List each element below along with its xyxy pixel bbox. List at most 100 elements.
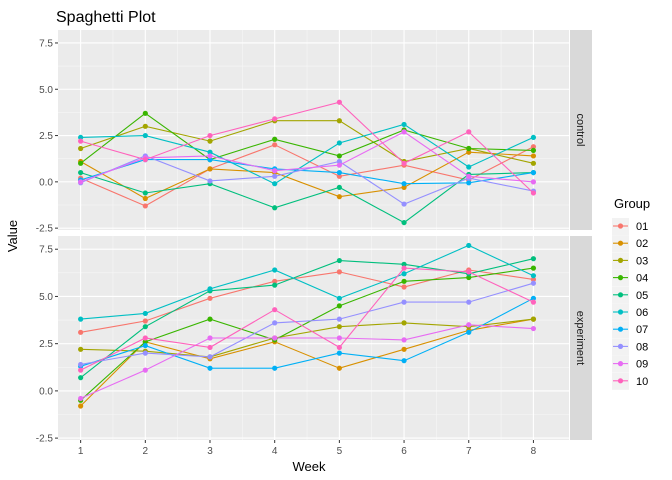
data-point-06 [401,271,407,277]
data-point-01 [207,295,213,301]
x-tick-label: 5 [337,446,343,457]
data-point-01 [530,276,537,283]
data-point-09 [78,179,84,185]
data-point-07 [530,169,537,176]
legend: Group 01 02 03 04 05 06 07 08 09 10 [612,196,650,390]
data-point-01 [272,142,278,148]
data-point-02 [530,153,537,159]
data-point-06 [466,242,472,249]
data-point-05 [401,261,407,267]
series-line-10 [80,267,534,371]
data-point-07 [530,295,537,301]
data-point-09 [78,395,84,402]
data-point-04 [336,153,342,159]
data-point-03 [401,320,407,326]
y-tick-label: -2.5 [36,224,54,235]
data-point-09 [466,322,472,328]
legend-title: Group [614,196,650,211]
data-point-08 [401,201,407,207]
data-point-03 [336,324,342,330]
data-point-07 [466,329,472,335]
x-axis: 1 2 3 4 5 6 7 8 [78,440,537,457]
x-tick-label: 2 [143,446,149,457]
data-point-08 [336,158,342,165]
data-point-07 [272,365,278,371]
legend-label: 05 [636,290,648,302]
data-point-07 [207,157,213,163]
x-axis-title: Week [293,459,326,474]
data-point-10 [142,157,148,163]
series-line-09 [80,324,534,399]
data-point-04 [78,160,84,166]
data-point-05 [336,257,342,264]
data-point-09 [207,153,213,159]
data-point-10 [336,344,342,351]
data-point-08 [142,350,148,356]
legend-label: 03 [636,255,648,267]
data-point-05 [142,190,148,196]
data-point-06 [336,140,342,146]
data-point-05 [78,169,84,176]
data-point-06 [142,310,148,317]
data-point-04 [272,136,278,142]
data-point-06 [78,316,84,322]
legend-key-point [617,361,624,367]
data-point-07 [207,365,213,371]
data-point-02 [401,184,407,191]
data-point-09 [530,179,537,185]
legend-key-point [617,309,624,315]
data-point-05 [401,219,407,226]
data-point-06 [272,267,278,273]
series-line-01 [80,269,534,333]
data-point-10 [530,299,537,305]
data-point-07 [336,350,342,356]
data-point-03 [336,118,342,124]
data-point-01 [336,173,342,179]
series-line-06 [80,123,534,185]
legend-label: 07 [636,324,648,336]
data-point-08 [207,178,213,184]
series-line-06 [80,244,534,320]
legend-item-06: 06 [612,304,648,321]
data-point-03 [207,138,213,144]
data-point-10 [207,344,213,351]
series-line-08 [80,282,534,365]
data-point-08 [272,320,278,326]
legend-key-point [617,223,624,229]
data-point-07 [401,181,407,187]
x-tick-label: 6 [401,446,407,457]
legend-key-point [617,292,624,298]
data-point-10 [466,269,472,275]
data-point-08 [207,354,213,360]
panel-experiment: -2.5 0.0 2.5 5.0 7.5 experiment [36,236,592,445]
data-point-10 [272,307,278,313]
data-point-06 [207,286,213,292]
legend-label: 10 [636,376,648,388]
data-point-07 [336,169,342,176]
legend-label: 09 [636,359,648,371]
data-point-05 [142,324,148,330]
facet-strip-label: experiment [574,311,586,365]
data-point-03 [78,145,84,152]
data-point-04 [530,265,537,271]
data-point-06 [272,181,278,187]
legend-key-point [617,240,624,246]
data-point-06 [401,121,407,128]
data-point-02 [336,365,342,371]
legend-item-07: 07 [612,321,648,339]
legend-item-08: 08 [612,338,648,356]
legend-label: 01 [636,221,648,233]
y-tick-label: 0.0 [39,386,53,397]
legend-item-10: 10 [612,372,648,390]
y-axis-title: Value [5,220,20,252]
data-point-10 [336,99,342,105]
x-tick-label: 3 [207,446,213,457]
data-point-10 [530,190,537,196]
data-point-08 [272,173,278,179]
data-point-04 [530,147,537,153]
legend-item-09: 09 [612,355,648,373]
legend-item-05: 05 [612,286,648,304]
series-line-04 [80,112,534,164]
legend-item-04: 04 [612,269,648,287]
